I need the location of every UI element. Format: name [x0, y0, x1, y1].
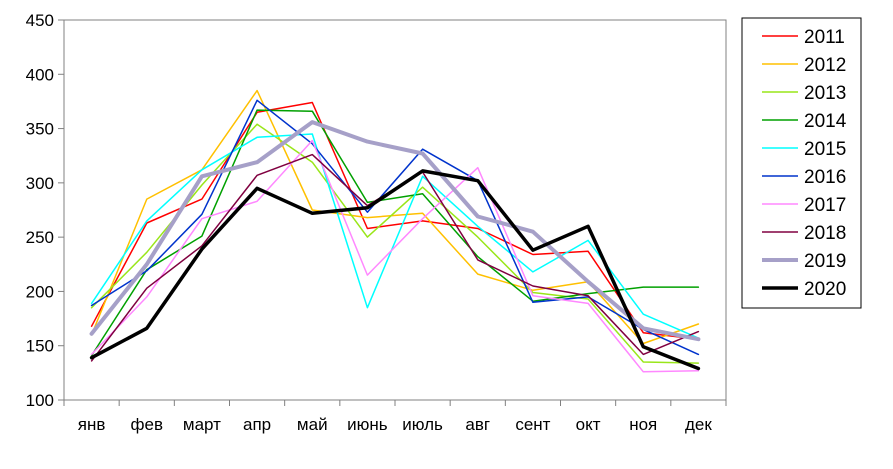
series-line-2016 — [90, 99, 700, 356]
y-tick-label: 100 — [26, 391, 54, 410]
x-tick-label: ноя — [629, 415, 657, 434]
y-tick-label: 150 — [26, 337, 54, 356]
legend-label-2012: 2012 — [804, 55, 846, 76]
legend-label-2013: 2013 — [804, 83, 846, 104]
series-line-2019 — [89, 120, 701, 342]
series-line-2018 — [90, 153, 700, 362]
x-tick-label: авг — [465, 415, 490, 434]
axes: 100 150 200 250 300 350 400 450 янв фев март апр май… — [26, 11, 727, 434]
x-tick-label: май — [297, 415, 328, 434]
series-line-2014 — [90, 109, 700, 357]
legend-label-2018: 2018 — [804, 223, 846, 244]
y-tick-label: 200 — [26, 282, 54, 301]
legend-label-2011: 2011 — [804, 27, 845, 48]
series-line-2011 — [90, 101, 700, 340]
series-line-2020 — [89, 169, 701, 371]
series-layer — [89, 89, 701, 373]
y-tick-label: 300 — [26, 174, 54, 193]
legend-label-2016: 2016 — [804, 167, 846, 188]
series-line-2017 — [90, 139, 700, 373]
series-line-2013 — [90, 123, 700, 364]
legend-label-2014: 2014 — [804, 111, 847, 132]
x-tick-label: апр — [243, 415, 271, 434]
legend-label-2019: 2019 — [804, 251, 846, 272]
y-tick-label: 250 — [26, 228, 54, 247]
x-tick-label: янв — [78, 415, 106, 434]
x-tick-label: окт — [576, 415, 601, 434]
legend-label-2020: 2020 — [804, 279, 846, 300]
y-tick-label: 450 — [26, 11, 54, 30]
x-tick-label: дек — [685, 415, 712, 434]
x-tick-label: сент — [515, 415, 550, 434]
x-tick-label: июнь — [347, 415, 388, 434]
legend-label-2015: 2015 — [804, 139, 846, 160]
x-tick-label: март — [183, 415, 221, 434]
legend-box — [741, 17, 862, 309]
legend: 2011 2012 2013 2014 2015 2016 2017 2018 2019 2020 — [741, 17, 862, 309]
y-tick-label: 400 — [26, 65, 54, 84]
legend-label-2017: 2017 — [804, 195, 846, 216]
series-line-2015 — [90, 133, 700, 339]
x-tick-label: фев — [131, 415, 163, 434]
x-tick-label: июль — [402, 415, 443, 434]
y-tick-label: 350 — [26, 120, 54, 139]
series-line-2012 — [90, 89, 700, 345]
